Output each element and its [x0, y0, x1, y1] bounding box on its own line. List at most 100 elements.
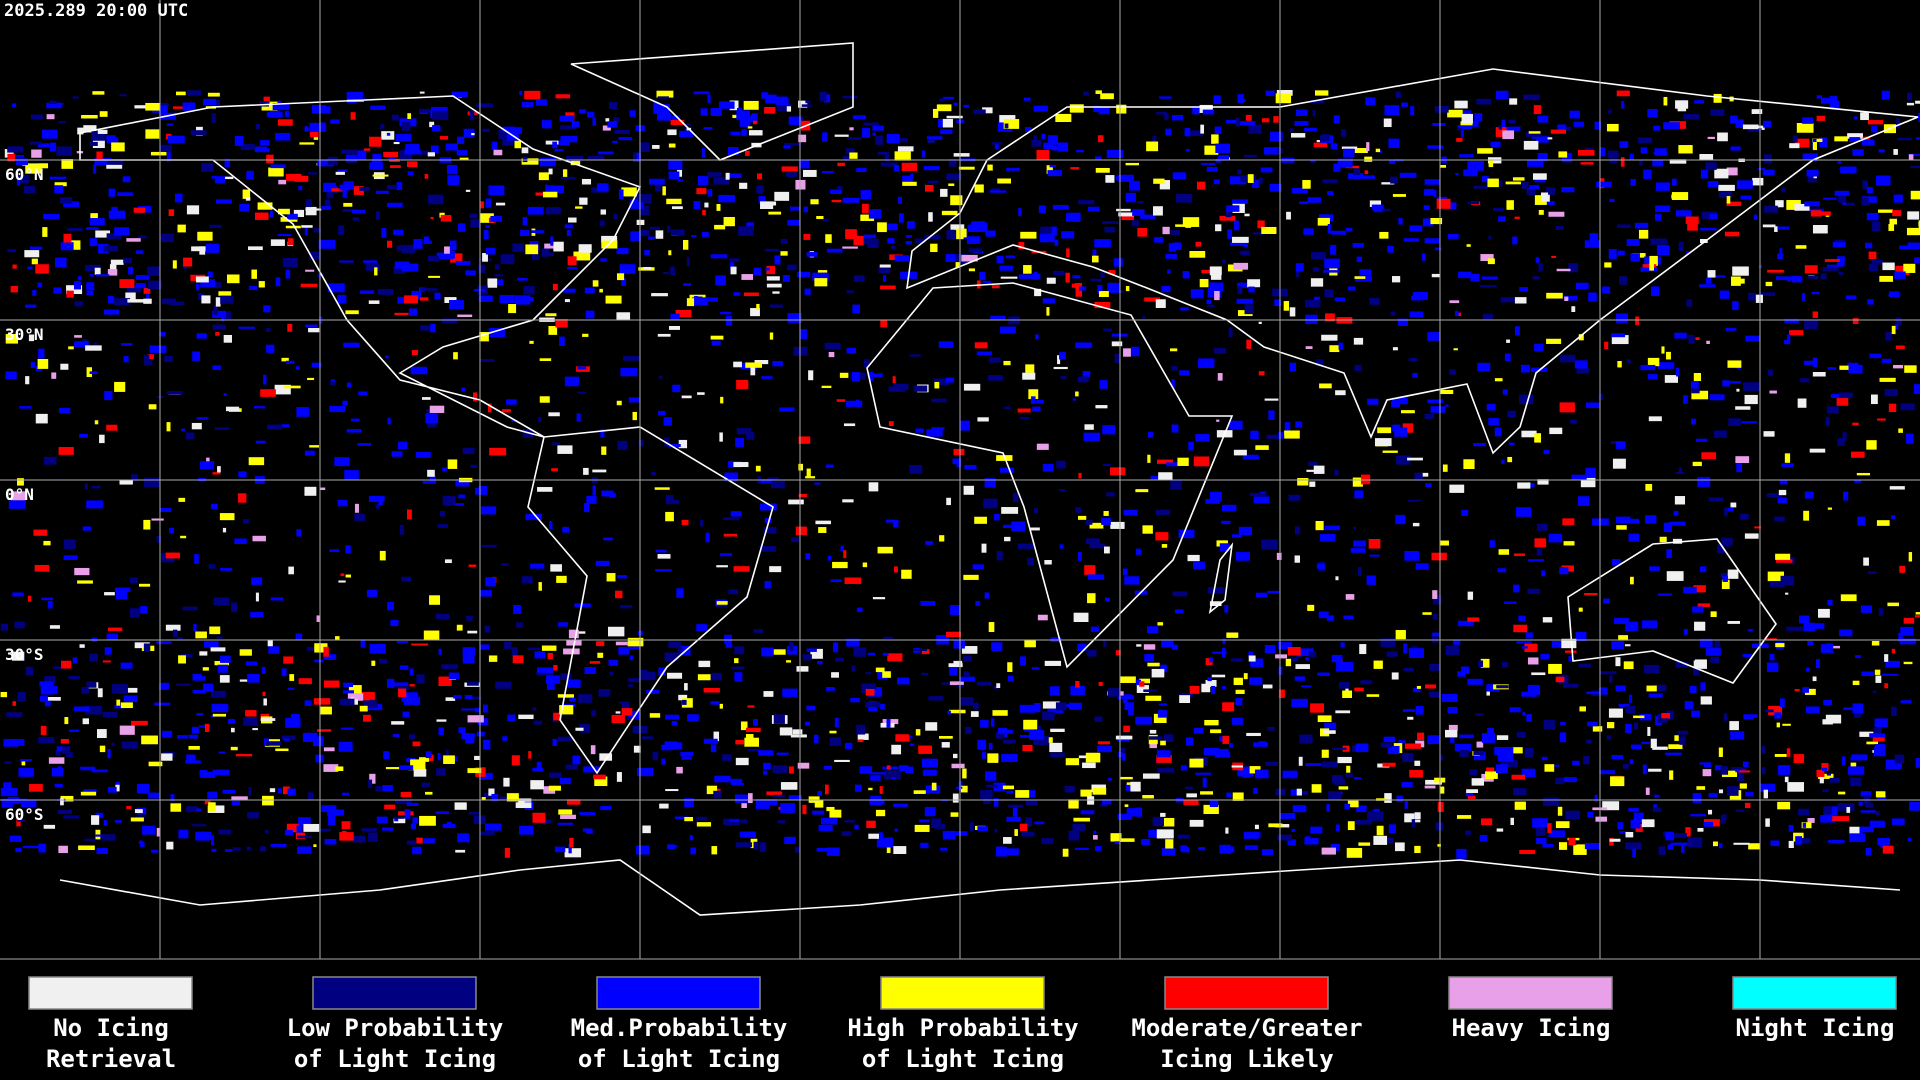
icing-pixel [948, 663, 963, 668]
icing-pixel [180, 535, 187, 539]
icing-pixel [1295, 664, 1310, 669]
icing-pixel [862, 127, 870, 138]
icing-pixel [83, 125, 97, 133]
icing-pixel [78, 845, 95, 851]
icing-pixel [1049, 226, 1057, 236]
icing-pixel [793, 346, 808, 356]
icing-pixel [84, 838, 96, 841]
icing-pixel [340, 727, 354, 730]
icing-pixel [856, 168, 867, 173]
icing-pixel [89, 218, 105, 226]
icing-pixel [1116, 208, 1131, 212]
icing-pixel [926, 136, 943, 140]
icing-pixel [1587, 721, 1598, 727]
icing-pixel [1610, 776, 1625, 787]
icing-pixel [1565, 810, 1581, 820]
icing-pixel [30, 114, 44, 120]
icing-pixel [1720, 814, 1726, 824]
icing-pixel [1459, 154, 1474, 158]
icing-pixel [521, 158, 539, 165]
icing-pixel [1809, 208, 1824, 212]
icing-pixel [1727, 621, 1741, 624]
icing-pixel [621, 187, 637, 197]
icing-pixel [542, 252, 554, 256]
icing-pixel [1129, 180, 1140, 191]
icing-pixel [395, 800, 412, 804]
icing-pixel [1506, 200, 1514, 210]
icing-pixel [725, 316, 733, 326]
icing-pixel [545, 313, 557, 317]
icing-pixel [557, 736, 572, 742]
icing-pixel [1003, 406, 1012, 410]
icing-pixel [313, 736, 324, 747]
icing-pixel [1666, 549, 1672, 559]
icing-pixel [1215, 158, 1221, 163]
icing-pixel [299, 142, 315, 145]
icing-pixel [696, 624, 707, 631]
icing-pixel [1508, 119, 1517, 124]
icing-pixel [29, 246, 43, 250]
icing-pixel [877, 546, 893, 554]
icing-pixel [390, 165, 401, 168]
icing-pixel [212, 713, 227, 717]
icing-pixel [1493, 207, 1505, 211]
icing-pixel [1624, 644, 1631, 647]
icing-pixel [1509, 707, 1521, 713]
icing-pixel [1041, 838, 1053, 845]
icing-pixel [951, 763, 965, 769]
icing-pixel [500, 254, 515, 265]
icing-pixel [1743, 382, 1760, 391]
icing-pixel [853, 647, 867, 657]
icing-pixel [1724, 507, 1728, 517]
icing-pixel [72, 96, 79, 99]
icing-pixel [1693, 585, 1706, 593]
icing-pixel [375, 190, 389, 194]
icing-pixel [1467, 617, 1480, 622]
icing-pixel [266, 344, 275, 353]
icing-pixel [89, 141, 98, 146]
icing-pixel [1527, 684, 1541, 695]
icing-pixel [464, 695, 473, 700]
icing-pixel [736, 379, 749, 390]
icing-pixel [85, 264, 101, 272]
icing-pixel [1030, 527, 1040, 531]
icing-pixel [1069, 104, 1084, 113]
icing-pixel [533, 720, 543, 725]
icing-pixel [771, 480, 785, 489]
icing-pixel [560, 135, 578, 143]
icing-pixel [166, 152, 171, 162]
icing-pixel [1647, 108, 1658, 117]
icing-pixel [1095, 846, 1102, 851]
icing-pixel [86, 282, 95, 291]
icing-pixel [527, 647, 541, 651]
icing-pixel [1390, 311, 1396, 316]
icing-pixel [1156, 459, 1174, 464]
icing-pixel [90, 213, 98, 221]
icing-pixel [713, 177, 730, 185]
icing-pixel [166, 123, 174, 126]
icing-pixel [613, 117, 619, 123]
icing-pixel [686, 123, 692, 126]
icing-pixel [693, 91, 710, 95]
icing-pixel [629, 110, 636, 117]
icing-pixel [1161, 544, 1168, 548]
icing-pixel [1238, 526, 1253, 535]
icing-pixel [185, 806, 198, 812]
icing-pixel [1381, 182, 1395, 185]
icing-pixel [407, 113, 412, 119]
icing-pixel [795, 526, 807, 536]
icing-pixel [552, 141, 558, 149]
icing-pixel [1715, 275, 1726, 278]
icing-pixel [147, 354, 154, 360]
icing-pixel [829, 730, 837, 734]
icing-pixel [790, 734, 807, 738]
icing-pixel [223, 393, 227, 396]
icing-pixel [337, 294, 347, 304]
icing-pixel [1222, 638, 1226, 645]
icing-pixel [1269, 131, 1283, 142]
icing-pixel [1735, 278, 1745, 284]
icing-pixel [753, 629, 764, 633]
icing-pixel [1080, 789, 1092, 797]
icing-pixel [985, 771, 997, 781]
